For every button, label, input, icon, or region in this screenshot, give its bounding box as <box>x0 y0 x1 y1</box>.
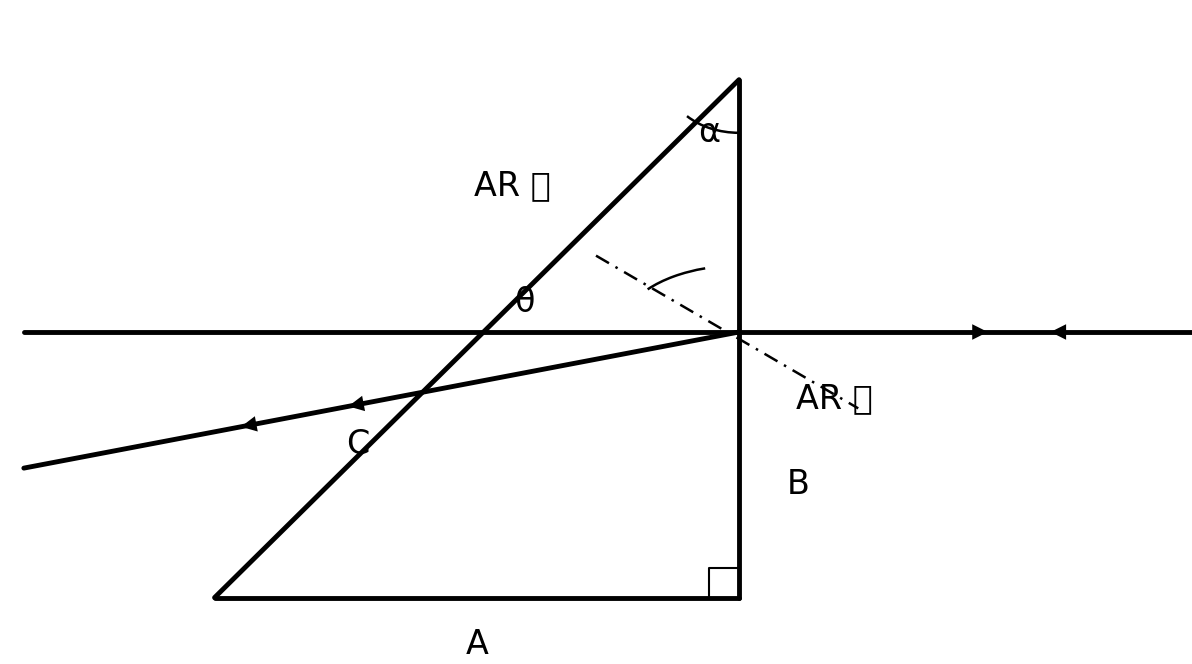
Text: α: α <box>699 116 720 149</box>
Text: θ: θ <box>514 286 535 319</box>
Text: C: C <box>346 428 370 461</box>
Text: A: A <box>465 627 489 661</box>
Text: B: B <box>787 468 811 501</box>
Text: AR 膜: AR 膜 <box>796 382 873 415</box>
Text: AR 膜: AR 膜 <box>474 169 551 203</box>
